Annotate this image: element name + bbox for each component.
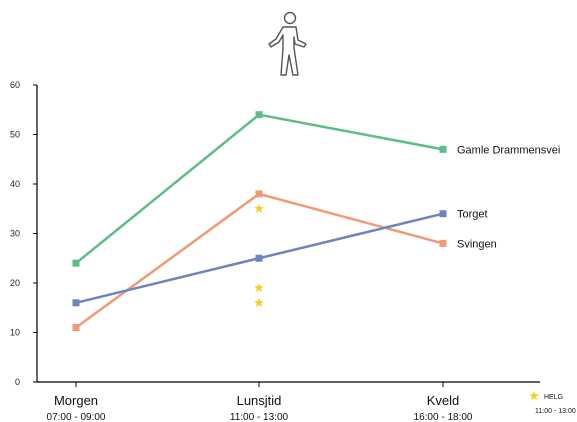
- y-tick-label-6: 60: [10, 80, 20, 90]
- y-tick-label-2: 20: [10, 278, 20, 288]
- series-line-0: [75, 113, 444, 265]
- y-tick-label-5: 50: [10, 130, 20, 140]
- y-tick-label-1: 10: [10, 328, 20, 338]
- walking-person-icon: [268, 11, 307, 76]
- legend-label: HELG: [544, 394, 563, 401]
- data-point-1-2: [439, 239, 447, 247]
- x-category-label-1: Lunsjtid: [237, 393, 282, 408]
- series-layer: Gamle Drammensvei Svingen Torget: [72, 111, 560, 332]
- helg-markers: [254, 203, 264, 307]
- helg-star-1: [254, 282, 264, 292]
- legend-star-icon: [529, 391, 539, 401]
- y-tick-label-0: 0: [15, 377, 20, 387]
- x-category-time-1: 11:00 - 13:00: [230, 412, 289, 422]
- legend: HELG 11:00 - 13:00: [529, 391, 576, 415]
- x-category-label-2: Kveld: [427, 393, 460, 408]
- x-category-label-0: Morgen: [54, 393, 98, 408]
- y-tick-label-3: 30: [10, 229, 20, 239]
- data-point-0-2: [439, 145, 447, 153]
- legend-time: 11:00 - 13:00: [535, 408, 576, 415]
- data-point-0-0: [72, 259, 80, 267]
- x-category-time-0: 07:00 - 09:00: [47, 412, 106, 422]
- series-label-1: Svingen: [457, 238, 497, 250]
- helg-star-0: [254, 203, 264, 213]
- x-category-time-2: 16:00 - 18:00: [414, 412, 473, 422]
- data-point-2-0: [72, 299, 80, 307]
- helg-star-2: [254, 297, 264, 307]
- data-point-2-1: [255, 254, 263, 262]
- data-point-1-1: [255, 190, 263, 198]
- y-axis-ticks: 0 10 20 30 40 50 60: [10, 80, 37, 387]
- x-axis-labels: Morgen 07:00 - 09:00 Lunsjtid 11:00 - 13:00…: [47, 393, 473, 422]
- series-label-2: Torget: [457, 209, 488, 221]
- series-label-0: Gamle Drammensvei: [457, 144, 560, 156]
- data-point-0-1: [255, 111, 263, 119]
- y-tick-label-4: 40: [10, 179, 20, 189]
- data-point-2-2: [439, 210, 447, 218]
- data-point-1-0: [72, 324, 80, 332]
- axes: [36, 85, 540, 387]
